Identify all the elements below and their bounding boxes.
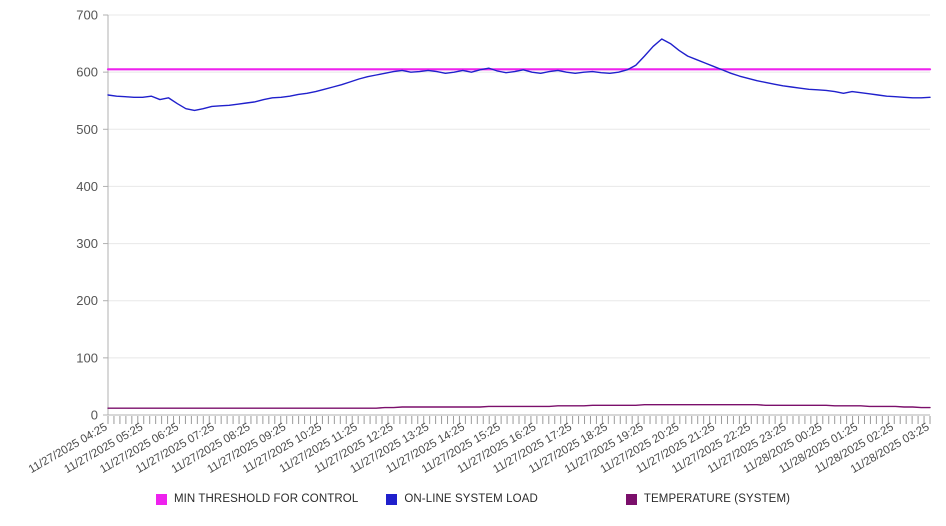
legend-item[interactable]: ON-LINE SYSTEM LOAD (386, 493, 538, 505)
chart-legend: MIN THRESHOLD FOR CONTROL ON-LINE SYSTEM … (0, 493, 946, 505)
y-axis-tick-label: 300 (76, 236, 98, 251)
data-series-layer (106, 38, 932, 409)
y-axis-tick-label: 100 (76, 350, 98, 365)
legend-label: MIN THRESHOLD FOR CONTROL (173, 493, 359, 505)
legend-item[interactable]: MIN THRESHOLD FOR CONTROL (155, 493, 359, 505)
legend-color-swatch (386, 493, 398, 505)
y-axis-tick-label: 400 (76, 179, 98, 194)
legend-item[interactable]: TEMPERATURE (SYSTEM) (625, 493, 791, 505)
y-axis-tick-label: 600 (76, 65, 98, 80)
legend-label: ON-LINE SYSTEM LOAD (404, 493, 538, 505)
y-axis-tick-labels: 0 100 200 300 400 500 600 700 (76, 8, 98, 423)
legend-color-swatch (625, 493, 637, 505)
y-axis-tick-label: 500 (76, 122, 98, 137)
gridlines (108, 14, 930, 416)
series-line (107, 404, 931, 409)
y-axis-tick-label: 700 (76, 8, 98, 23)
legend-label: TEMPERATURE (SYSTEM) (643, 493, 791, 505)
y-axis-tick-label: 200 (76, 293, 98, 308)
legend-color-swatch (155, 493, 167, 505)
x-axis-ticks (107, 416, 931, 424)
y-axis-tick-label: 0 (91, 408, 98, 423)
axes (103, 14, 930, 416)
series-line (107, 38, 931, 112)
